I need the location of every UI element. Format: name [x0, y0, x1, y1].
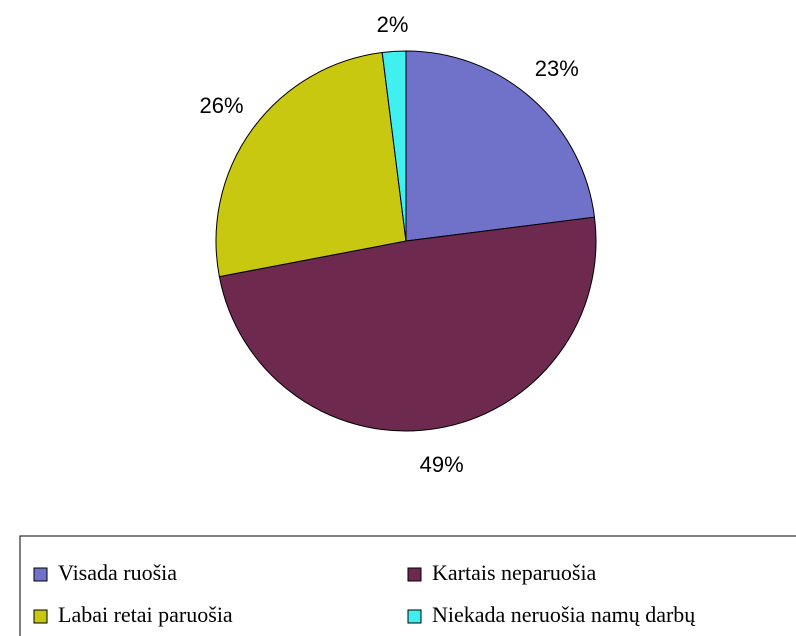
pie-slice [218, 216, 597, 432]
pie-slice [381, 50, 407, 242]
legend-label: Visada ruošia [58, 560, 177, 585]
data-label: 2% [377, 12, 409, 37]
data-label: 26% [200, 93, 244, 118]
pie-slice [215, 51, 407, 278]
legend-marker [407, 567, 422, 582]
data-label: 49% [420, 452, 464, 477]
data-label: 23% [535, 56, 579, 81]
legend-label: Niekada neruošia namų darbų [432, 602, 696, 627]
legend-marker [407, 609, 422, 624]
pie-slice [405, 50, 596, 242]
legend-label: Kartais neparuošia [432, 560, 597, 585]
legend-marker [33, 609, 48, 624]
legend-label: Labai retai paruošia [58, 602, 233, 627]
legend-marker [33, 567, 48, 582]
